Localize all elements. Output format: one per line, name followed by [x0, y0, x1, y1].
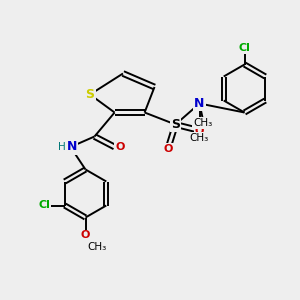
Text: S: S [171, 118, 180, 131]
Text: H: H [58, 142, 66, 152]
Text: CH₃: CH₃ [190, 133, 209, 143]
Text: O: O [195, 125, 204, 136]
Text: O: O [115, 142, 125, 152]
Text: CH₃: CH₃ [193, 118, 212, 128]
Text: N: N [67, 140, 77, 154]
Text: Cl: Cl [39, 200, 51, 211]
Text: CH₃: CH₃ [87, 242, 106, 252]
Text: N: N [194, 97, 205, 110]
Text: Cl: Cl [238, 43, 250, 53]
Text: S: S [85, 88, 94, 101]
Text: O: O [163, 143, 173, 154]
Text: O: O [81, 230, 90, 241]
